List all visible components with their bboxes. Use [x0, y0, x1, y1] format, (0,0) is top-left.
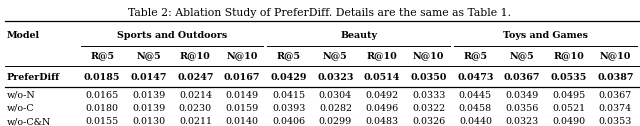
Text: 0.0185: 0.0185 — [84, 73, 120, 82]
Text: 0.0165: 0.0165 — [85, 91, 118, 100]
Text: 0.0356: 0.0356 — [506, 104, 539, 113]
Text: 0.0406: 0.0406 — [272, 117, 305, 126]
Text: w/o-N: w/o-N — [6, 91, 35, 100]
Text: 0.0140: 0.0140 — [225, 117, 259, 126]
Text: 0.0149: 0.0149 — [225, 91, 259, 100]
Text: N@10: N@10 — [600, 52, 631, 61]
Text: 0.0322: 0.0322 — [412, 104, 445, 113]
Text: 0.0299: 0.0299 — [319, 117, 352, 126]
Text: Table 2: Ablation Study of PreferDiff. Details are the same as Table 1.: Table 2: Ablation Study of PreferDiff. D… — [129, 8, 511, 18]
Text: 0.0247: 0.0247 — [177, 73, 214, 82]
Text: 0.0445: 0.0445 — [459, 91, 492, 100]
Text: N@5: N@5 — [509, 52, 534, 61]
Text: 0.0139: 0.0139 — [132, 91, 165, 100]
Text: PreferDiff: PreferDiff — [6, 73, 60, 82]
Text: 0.0490: 0.0490 — [552, 117, 586, 126]
Text: 0.0326: 0.0326 — [412, 117, 445, 126]
Text: 0.0440: 0.0440 — [459, 117, 492, 126]
Text: N@5: N@5 — [136, 52, 161, 61]
Text: 0.0458: 0.0458 — [459, 104, 492, 113]
Text: Toys and Games: Toys and Games — [503, 31, 588, 40]
Text: N@5: N@5 — [323, 52, 348, 61]
Text: 0.0350: 0.0350 — [410, 73, 447, 82]
Text: 0.0155: 0.0155 — [85, 117, 118, 126]
Text: w/o-C: w/o-C — [6, 104, 34, 113]
Text: 0.0367: 0.0367 — [504, 73, 540, 82]
Text: 0.0167: 0.0167 — [224, 73, 260, 82]
Text: R@5: R@5 — [90, 52, 114, 61]
Text: 0.0353: 0.0353 — [598, 117, 632, 126]
Text: R@10: R@10 — [180, 52, 211, 61]
Text: 0.0323: 0.0323 — [317, 73, 354, 82]
Text: Beauty: Beauty — [340, 31, 377, 40]
Text: 0.0492: 0.0492 — [365, 91, 399, 100]
Text: 0.0367: 0.0367 — [599, 91, 632, 100]
Text: Sports and Outdoors: Sports and Outdoors — [117, 31, 227, 40]
Text: 0.0139: 0.0139 — [132, 104, 165, 113]
Text: 0.0496: 0.0496 — [365, 104, 399, 113]
Text: 0.0393: 0.0393 — [272, 104, 305, 113]
Text: N@10: N@10 — [413, 52, 444, 61]
Text: 0.0323: 0.0323 — [506, 117, 539, 126]
Text: 0.0535: 0.0535 — [550, 73, 587, 82]
Text: 0.0333: 0.0333 — [412, 91, 445, 100]
Text: 0.0214: 0.0214 — [179, 91, 212, 100]
Text: 0.0159: 0.0159 — [225, 104, 259, 113]
Text: 0.0180: 0.0180 — [86, 104, 118, 113]
Text: N@10: N@10 — [227, 52, 258, 61]
Text: 0.0211: 0.0211 — [179, 117, 212, 126]
Text: 0.0130: 0.0130 — [132, 117, 165, 126]
Text: R@10: R@10 — [367, 52, 397, 61]
Text: 0.0230: 0.0230 — [179, 104, 212, 113]
Text: R@10: R@10 — [554, 52, 584, 61]
Text: 0.0282: 0.0282 — [319, 104, 352, 113]
Text: 0.0473: 0.0473 — [457, 73, 493, 82]
Text: 0.0521: 0.0521 — [552, 104, 586, 113]
Text: R@5: R@5 — [463, 52, 488, 61]
Text: 0.0147: 0.0147 — [131, 73, 167, 82]
Text: 0.0514: 0.0514 — [364, 73, 400, 82]
Text: 0.0349: 0.0349 — [506, 91, 539, 100]
Text: 0.0495: 0.0495 — [552, 91, 586, 100]
Text: 0.0304: 0.0304 — [319, 91, 352, 100]
Text: R@5: R@5 — [276, 52, 301, 61]
Text: Model: Model — [6, 31, 40, 40]
Text: 0.0429: 0.0429 — [271, 73, 307, 82]
Text: 0.0387: 0.0387 — [597, 73, 634, 82]
Text: 0.0374: 0.0374 — [599, 104, 632, 113]
Text: w/o-C&N: w/o-C&N — [6, 117, 51, 126]
Text: 0.0415: 0.0415 — [272, 91, 305, 100]
Text: 0.0483: 0.0483 — [365, 117, 399, 126]
